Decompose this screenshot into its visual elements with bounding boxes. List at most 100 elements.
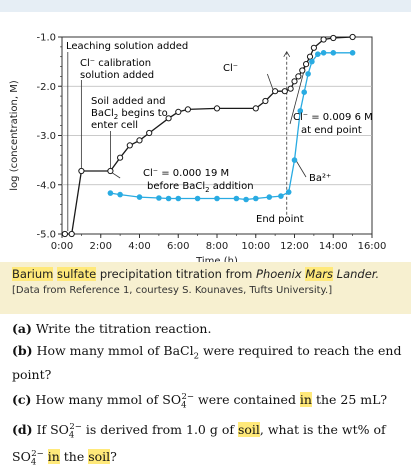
data-point <box>295 73 302 80</box>
caption-lander: Lander. <box>336 267 380 281</box>
x-tick-label: 12:00 <box>280 241 309 252</box>
top-band <box>0 0 411 12</box>
data-point <box>194 195 201 202</box>
annotation-lines <box>67 50 307 231</box>
x-axis-label: Time (h) <box>195 256 238 267</box>
annotation-before-post: addition <box>210 181 254 192</box>
question-a-text: Write the titration reaction. <box>35 321 212 336</box>
caption-sulfate: sulfate <box>57 267 97 281</box>
data-point <box>297 108 304 114</box>
annotation-before-sub: 2 <box>205 186 209 194</box>
leader-cl-before <box>112 172 121 179</box>
data-point <box>68 230 75 238</box>
question-d-sup: 2− <box>69 422 82 433</box>
annotation-soil-2: BaCl2 begins to <box>91 108 168 121</box>
data-point <box>281 88 288 95</box>
annotation-bacl-sub: 2 <box>114 113 118 121</box>
data-point <box>107 190 114 196</box>
data-point <box>305 71 311 77</box>
question-d-post: ? <box>110 448 117 464</box>
question-d-mid2: , what is the wt% of SO <box>12 422 386 464</box>
question-d-mid: is derived from 1.0 g of <box>81 422 238 438</box>
leader-cl-label <box>266 73 274 91</box>
question-c-mid: were contained <box>194 391 300 407</box>
data-point <box>78 167 85 175</box>
question-d-ion-2: 42− <box>31 448 44 468</box>
question-d-mid3: the <box>59 448 89 464</box>
data-point <box>262 97 269 105</box>
annotation-cl-before-2: before BaCl2 addition <box>147 181 254 194</box>
x-tick-label: 6:00 <box>167 241 189 252</box>
data-point <box>107 167 114 175</box>
annotation-before-pre: before BaCl <box>147 181 205 192</box>
question-c-sup: 2− <box>181 391 195 402</box>
annotation-cl-before-1: Cl⁻ = 0.000 19 M <box>143 168 229 179</box>
question-b-sub: 2 <box>193 351 200 362</box>
data-point <box>136 137 143 144</box>
data-point <box>156 195 162 201</box>
question-c-post: the 25 mL? <box>311 391 388 407</box>
x-tick-label: 16:00 <box>358 241 387 252</box>
data-point <box>310 44 317 51</box>
data-point <box>285 189 292 195</box>
titration-chart: -1.0 -2.0 -3.0 -4.0 -5.00:00 2:00 4:00 6:00 8:00… <box>9 33 386 268</box>
chart-grid <box>62 85 372 186</box>
question-d-sup2: 2− <box>31 448 44 459</box>
annotation-end-point: End point <box>256 214 304 225</box>
caption-source: [Data from Reference 1, courtesy S. Koun… <box>12 285 333 296</box>
leader-cl-end <box>289 66 306 125</box>
data-point <box>314 51 321 58</box>
question-c-label: (c) <box>12 391 32 407</box>
annotation-soil-3: enter cell <box>91 120 138 131</box>
data-point <box>184 106 191 113</box>
chart-axes: -1.0 -2.0 -3.0 -4.0 -5.00:00 2:00 4:00 6:00 8:00… <box>9 33 386 268</box>
y-tick-label: -1.0 <box>36 33 56 44</box>
caption-mars: Mars <box>305 267 334 281</box>
data-point <box>175 108 182 116</box>
question-c-sub: 4 <box>181 400 187 411</box>
data-point <box>165 195 172 202</box>
question-b-pre: How many mmol of BaCl <box>36 343 194 358</box>
data-point <box>165 115 172 122</box>
annotation-bacl-pre: BaCl <box>91 108 114 119</box>
figure-caption: Barium sulfate precipitation titration f… <box>12 266 407 298</box>
data-point <box>291 157 298 163</box>
x-tick-label: 10:00 <box>241 241 270 252</box>
x-tick-label: 0:00 <box>51 241 73 252</box>
data-point <box>61 230 69 238</box>
y-tick-label: -5.0 <box>36 230 56 241</box>
annotation-bacl-post: begins to <box>118 108 168 119</box>
data-point <box>301 89 308 95</box>
data-point <box>320 36 327 43</box>
data-point <box>330 34 337 42</box>
question-d-label: (d) <box>12 422 33 438</box>
y-tick-label: -3.0 <box>36 131 56 142</box>
x-tick-label: 4:00 <box>128 241 150 252</box>
question-a-label: (a) <box>12 321 32 336</box>
data-point <box>349 33 356 41</box>
annotation-cl-calibration-1: Cl⁻ calibration <box>80 58 151 69</box>
question-c-pre: How many mmol of SO <box>35 391 182 407</box>
annotation-cl-calibration-2: solution added <box>80 70 154 81</box>
x-tick-label: 2:00 <box>90 241 112 252</box>
annotation-soil-word: Soil <box>91 96 109 107</box>
annotation-soil-post: added and <box>109 96 166 107</box>
annotation-leaching: Leaching solution added <box>66 41 188 52</box>
question-d: (d) If SO42− is derived from 1.0 g of so… <box>12 418 404 471</box>
question-c-ion: 42− <box>181 391 195 411</box>
data-point <box>349 49 356 56</box>
question-a-label-text: (a) <box>12 321 32 336</box>
x-tick-label: 8:00 <box>206 241 228 252</box>
data-point <box>126 142 133 149</box>
question-d-pre: If SO <box>36 422 69 438</box>
question-d-sub: 4 <box>68 430 75 441</box>
data-point <box>272 88 279 95</box>
data-point <box>136 194 143 200</box>
question-list: (a) Write the titration reaction. (b) Ho… <box>12 320 404 475</box>
y-tick-label: -2.0 <box>36 82 56 93</box>
question-a: (a) Write the titration reaction. <box>12 320 404 338</box>
data-point <box>253 195 259 202</box>
question-b: (b) How many mmol of BaCl2 were required… <box>12 342 404 384</box>
caption-barium: Barium <box>12 267 54 281</box>
chart-series <box>61 33 356 238</box>
